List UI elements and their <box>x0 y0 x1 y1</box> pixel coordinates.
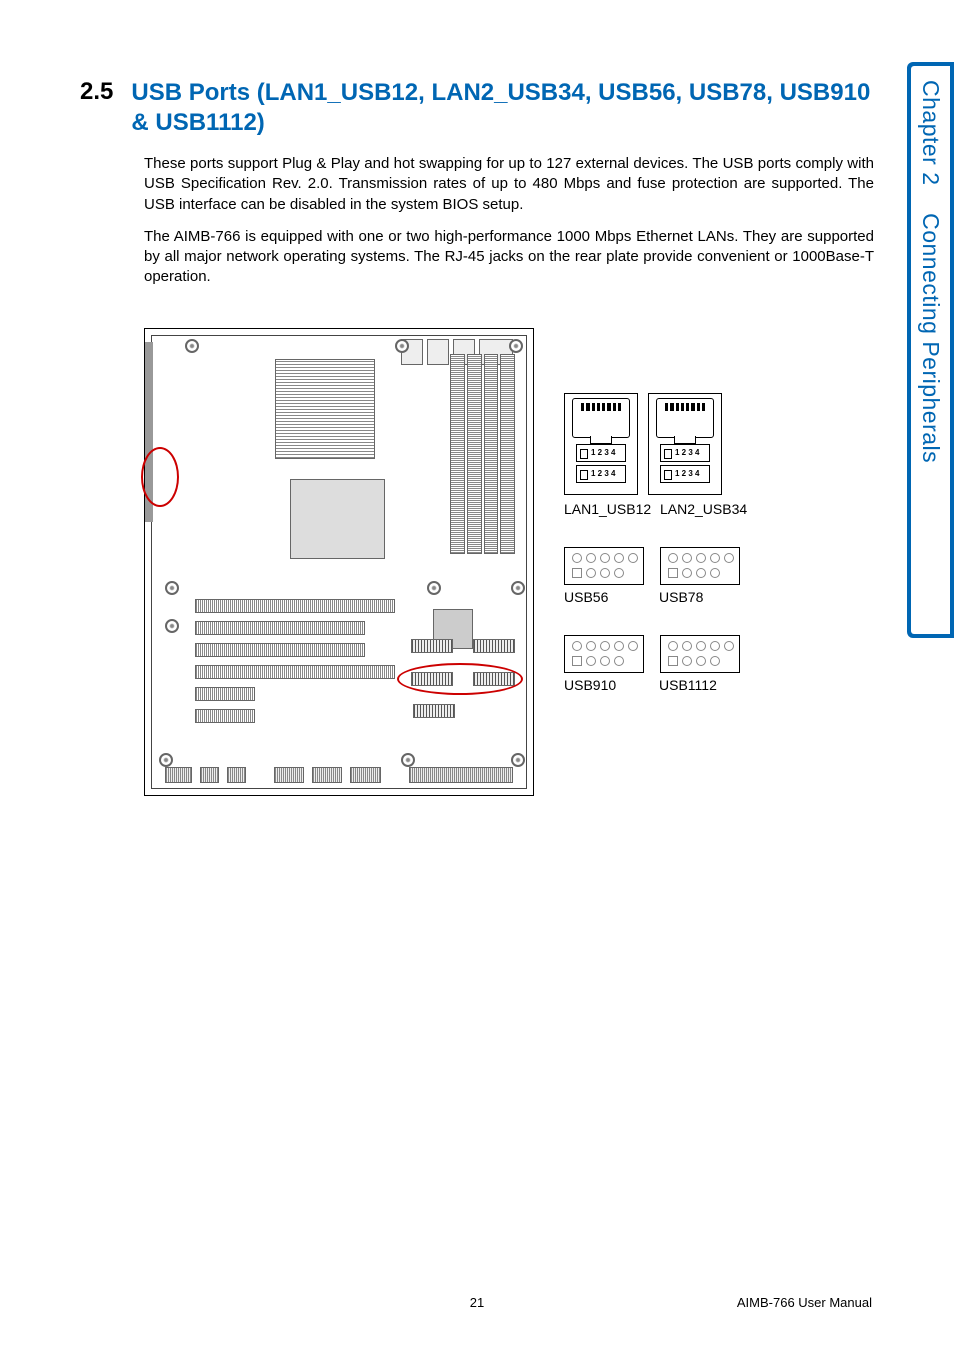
usb-mini-icon: 1 2 3 4 <box>660 444 710 462</box>
highlight-lan-ports <box>141 447 179 507</box>
pcie-slot <box>195 709 255 723</box>
paragraph-2: The AIMB-766 is equipped with one or two… <box>144 227 874 288</box>
usb1112-header <box>660 635 740 673</box>
screw-hole <box>511 753 525 767</box>
usb-mini-icon: 1 2 3 4 <box>660 465 710 483</box>
lan2-connector: 1 2 3 4 1 2 3 4 <box>648 393 722 495</box>
ram-slot <box>500 354 515 554</box>
onboard-header <box>411 639 453 653</box>
ram-slots <box>450 354 515 554</box>
pin-row <box>664 641 736 651</box>
pin-row <box>664 656 736 666</box>
screw-hole <box>511 581 525 595</box>
ram-slot <box>450 354 465 554</box>
usb-header-row-1 <box>564 547 794 585</box>
onboard-header <box>413 704 455 718</box>
top-conn <box>427 339 449 365</box>
lan2-label: LAN2_USB34 <box>660 501 747 517</box>
screw-hole <box>185 339 199 353</box>
usb910-label: USB910 <box>564 677 639 693</box>
pin-row <box>664 568 736 578</box>
connector-labels: 1 2 3 4 1 2 3 4 1 2 3 4 1 2 3 4 <box>564 328 794 723</box>
usb-header-row-2 <box>564 635 794 673</box>
pcie-slot <box>195 687 255 701</box>
header-row-1 <box>411 639 515 653</box>
highlight-usb-headers <box>397 663 523 695</box>
pcie-slot <box>195 643 365 657</box>
pcie-slot <box>195 665 395 679</box>
lan-labels: LAN1_USB12 LAN2_USB34 <box>564 501 794 517</box>
usb1112-label: USB1112 <box>659 677 717 693</box>
screw-hole <box>165 581 179 595</box>
usb-header-labels-2: USB910 USB1112 <box>564 677 794 693</box>
screw-hole <box>401 753 415 767</box>
cpu-socket <box>275 359 375 459</box>
bottom-conn <box>312 767 342 783</box>
usb-mini-icon: 1 2 3 4 <box>576 444 626 462</box>
pin-row <box>664 553 736 563</box>
manual-title: AIMB-766 User Manual <box>737 1295 872 1310</box>
header-row-3 <box>413 704 455 718</box>
usb56-label: USB56 <box>564 589 639 605</box>
lan1-connector: 1 2 3 4 1 2 3 4 <box>564 393 638 495</box>
rj45-pins <box>665 403 705 411</box>
ram-slot <box>484 354 499 554</box>
screw-hole <box>159 753 173 767</box>
bottom-conn <box>200 767 219 783</box>
rj45-pins <box>581 403 621 411</box>
usb78-header <box>660 547 740 585</box>
section-title: USB Ports (LAN1_USB12, LAN2_USB34, USB56… <box>131 78 874 138</box>
pin-row <box>568 656 640 666</box>
lan-row: 1 2 3 4 1 2 3 4 1 2 3 4 1 2 3 4 <box>564 393 794 495</box>
page-content: 2.5 USB Ports (LAN1_USB12, LAN2_USB34, U… <box>0 0 954 836</box>
paragraph-1: These ports support Plug & Play and hot … <box>144 154 874 215</box>
bottom-conn <box>409 767 513 783</box>
pcie-slot <box>195 599 395 613</box>
rj45-icon <box>572 398 630 438</box>
section-number: 2.5 <box>80 78 113 106</box>
diagram-area: 1 2 3 4 1 2 3 4 1 2 3 4 1 2 3 4 <box>144 328 874 796</box>
bottom-connectors <box>165 767 513 783</box>
usb56-header <box>564 547 644 585</box>
pcie-slot <box>195 621 365 635</box>
pin-row <box>568 568 640 578</box>
footer: 21 AIMB-766 User Manual <box>0 1295 954 1310</box>
ram-slot <box>467 354 482 554</box>
usb-mini-icon: 1 2 3 4 <box>576 465 626 483</box>
page-number: 21 <box>470 1295 484 1310</box>
motherboard-diagram <box>144 328 534 796</box>
onboard-header <box>473 639 515 653</box>
screw-hole <box>427 581 441 595</box>
screw-hole <box>165 619 179 633</box>
usb910-header <box>564 635 644 673</box>
bottom-conn <box>350 767 380 783</box>
screw-hole <box>395 339 409 353</box>
bottom-conn <box>274 767 304 783</box>
chipset <box>290 479 385 559</box>
section-header: 2.5 USB Ports (LAN1_USB12, LAN2_USB34, U… <box>80 78 874 138</box>
pin-row <box>568 553 640 563</box>
usb-header-labels-1: USB56 USB78 <box>564 589 794 605</box>
screw-hole <box>509 339 523 353</box>
usb78-label: USB78 <box>659 589 703 605</box>
bottom-conn <box>227 767 246 783</box>
bottom-conn <box>165 767 192 783</box>
rj45-icon <box>656 398 714 438</box>
lan1-label: LAN1_USB12 <box>564 501 654 517</box>
pin-row <box>568 641 640 651</box>
pcie-slots <box>195 599 395 739</box>
